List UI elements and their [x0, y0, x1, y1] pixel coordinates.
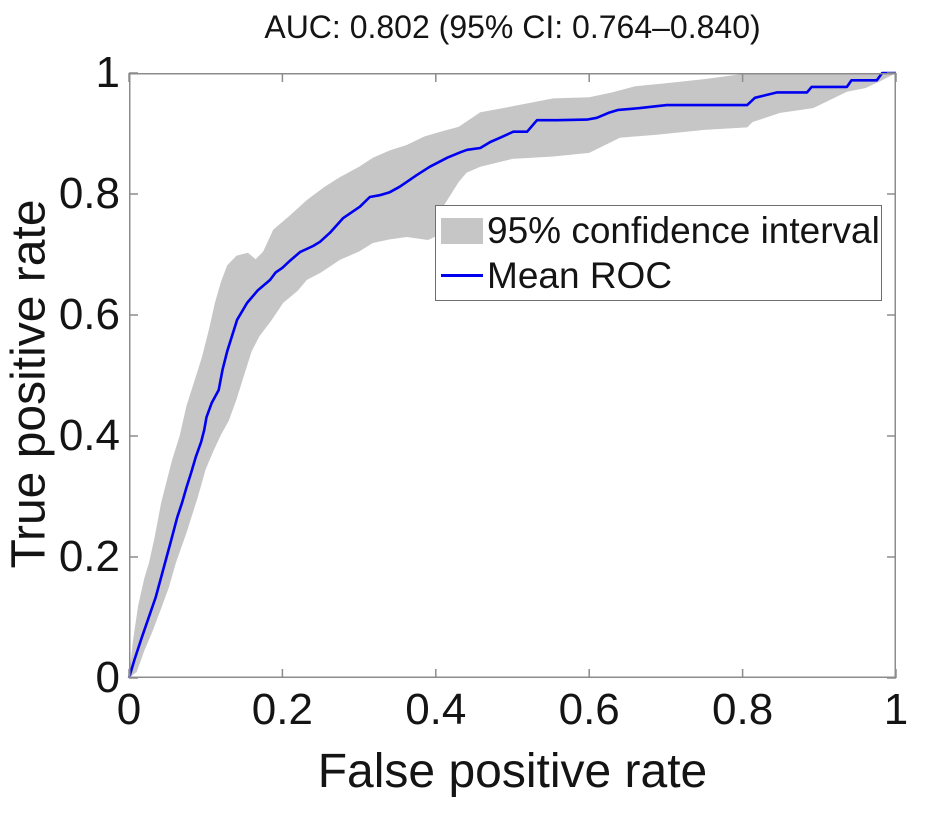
y-tick-label: 0.6	[58, 290, 120, 339]
mean-roc-swatch	[441, 274, 483, 277]
mean-roc-line	[127, 71, 896, 679]
x-tick-label: 0	[116, 685, 142, 734]
x-tick-label: 1	[883, 685, 909, 734]
legend-label-ci-band: 95% confidence interval	[487, 210, 880, 251]
x-tick-labels: 0 0.2 0.4 0.6 0.8 1	[117, 685, 908, 738]
roc-plot-svg	[127, 71, 897, 679]
y-tick-label: 0.2	[58, 532, 120, 581]
legend: 95% confidence interval Mean ROC	[435, 205, 882, 301]
x-tick-label: 0.4	[405, 685, 467, 734]
y-tick-labels: 0 0.2 0.4 0.6 0.8 1	[0, 48, 129, 702]
ci-band-area	[129, 73, 896, 678]
legend-item-ci-band: 95% confidence interval	[441, 208, 881, 253]
plot-area: 95% confidence interval Mean ROC	[127, 71, 897, 679]
x-axis-label: False positive rate	[317, 745, 708, 798]
x-tick-label: 0.2	[251, 685, 313, 734]
legend-label-mean-roc: Mean ROC	[487, 255, 673, 296]
y-tick-label: 0.8	[58, 169, 120, 218]
ci-band-swatch	[441, 217, 483, 244]
axes-frame	[129, 73, 896, 678]
x-tick-label: 0.8	[712, 685, 774, 734]
y-tick-label: 0.4	[58, 411, 120, 460]
y-tick-label: 1	[95, 48, 120, 97]
x-tick-label: 0.6	[558, 685, 620, 734]
legend-item-mean-roc: Mean ROC	[441, 253, 881, 298]
chart-title: AUC: 0.802 (95% CI: 0.764–0.840)	[264, 9, 761, 45]
y-tick-label: 0	[95, 653, 120, 702]
